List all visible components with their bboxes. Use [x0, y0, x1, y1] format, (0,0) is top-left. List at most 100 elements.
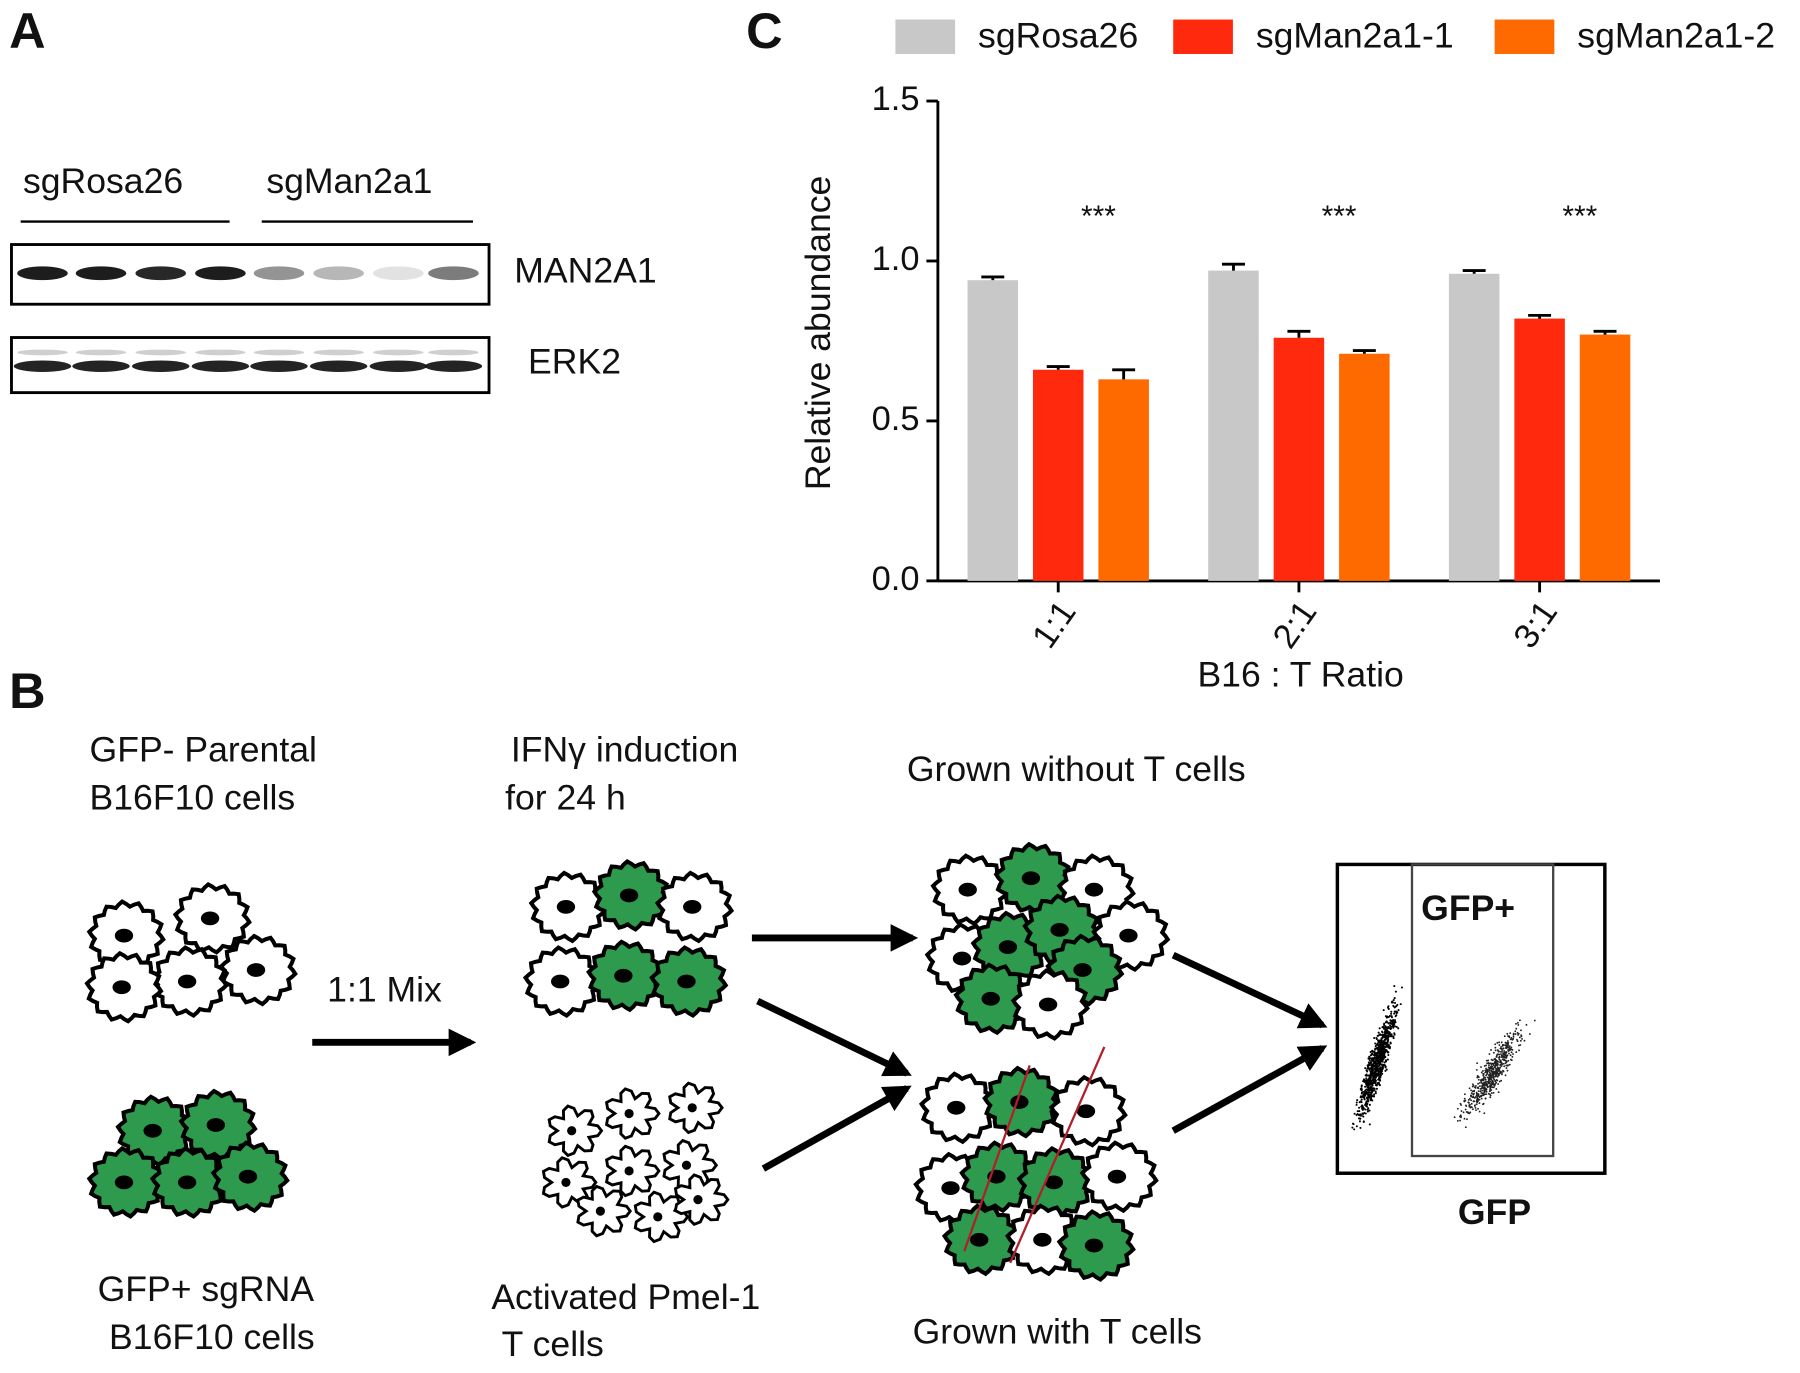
dot [1508, 1052, 1510, 1055]
dot [1371, 1063, 1374, 1066]
dot [1515, 1022, 1517, 1025]
dot [1490, 1089, 1493, 1091]
dot [1459, 1119, 1462, 1122]
nucleus [177, 974, 197, 989]
bar [1579, 334, 1631, 581]
dot [1377, 1046, 1380, 1049]
dot [1474, 1104, 1476, 1107]
flow-dots [1351, 985, 1536, 1131]
dot [1399, 1003, 1402, 1006]
dot [1360, 1098, 1363, 1101]
dot [1378, 1060, 1381, 1063]
dot [1494, 1079, 1497, 1082]
arrows [312, 924, 1328, 1172]
dot [1489, 1096, 1492, 1099]
dot [1366, 1070, 1369, 1073]
nucleus [246, 963, 266, 977]
dot [1480, 1071, 1483, 1074]
dot [1499, 1070, 1502, 1073]
dot [1380, 1060, 1383, 1063]
dot [1397, 1009, 1400, 1012]
dot [1491, 1070, 1494, 1073]
dot [1489, 1094, 1492, 1097]
dot [1512, 1035, 1515, 1038]
dot [1463, 1117, 1466, 1120]
nucleus [1084, 882, 1104, 897]
dot [1364, 1094, 1367, 1097]
dot [1510, 1046, 1513, 1049]
dot [1472, 1096, 1475, 1099]
dot [1365, 1088, 1368, 1091]
dot [1482, 1084, 1485, 1087]
dot [1358, 1106, 1361, 1109]
dot [1353, 1128, 1356, 1131]
dot [1358, 1120, 1361, 1123]
nucleus [687, 1103, 697, 1113]
dot [1489, 1084, 1492, 1087]
dot [1518, 1036, 1521, 1039]
dot [1481, 1084, 1484, 1087]
dot [1499, 1060, 1502, 1063]
dot [1360, 1084, 1363, 1087]
dot [1502, 1062, 1505, 1065]
dot [1390, 1012, 1393, 1015]
label: GFP- Parental [90, 729, 317, 769]
dot [1352, 1122, 1355, 1125]
dot [1487, 1070, 1490, 1072]
dot [1495, 1070, 1498, 1073]
dot [1473, 1086, 1476, 1089]
dot [1397, 1027, 1400, 1030]
dot [1491, 1072, 1494, 1075]
dot [1490, 1092, 1493, 1095]
dot [1484, 1078, 1487, 1081]
dot [1491, 1073, 1494, 1076]
dot [1369, 1070, 1372, 1073]
dot [1370, 1053, 1373, 1056]
dot [1386, 1051, 1390, 1054]
dot [1379, 1066, 1382, 1069]
nucleus [1076, 1104, 1096, 1119]
dot [1386, 1039, 1390, 1042]
dot [1460, 1104, 1463, 1106]
dot [1463, 1100, 1466, 1103]
dot [1396, 1003, 1399, 1006]
dot [1477, 1078, 1480, 1081]
dot [1384, 1042, 1387, 1046]
dot [1508, 1035, 1511, 1038]
dot [1510, 1037, 1513, 1039]
nucleus [206, 1118, 225, 1132]
legend-swatch [895, 19, 956, 54]
band [191, 360, 250, 372]
dot [1476, 1086, 1479, 1089]
y-tick-label: 1.5 [872, 80, 920, 118]
dot [1372, 1058, 1375, 1061]
dot [1505, 1047, 1508, 1049]
dot [1488, 1068, 1491, 1071]
dot [1368, 1068, 1371, 1071]
dot [1508, 1045, 1511, 1048]
nucleus [998, 940, 1018, 954]
dot [1362, 1094, 1365, 1097]
dot [1481, 1089, 1484, 1092]
label: B16F10 cells [109, 1317, 315, 1357]
legend-label: sgMan2a1-2 [1577, 15, 1775, 55]
dot [1469, 1111, 1472, 1114]
dot [1382, 1052, 1385, 1055]
dot [1374, 1042, 1377, 1045]
dot [1488, 1081, 1491, 1084]
annotation: *** [1562, 200, 1597, 233]
dot [1389, 1033, 1392, 1036]
dot [1381, 1040, 1384, 1043]
dot [1525, 1023, 1528, 1026]
x-axis-label: B16 : T Ratio [1197, 655, 1403, 695]
dot [1507, 1059, 1510, 1062]
dot [1393, 1012, 1396, 1015]
label: 1:1 Mix [327, 969, 442, 1009]
dot [1475, 1084, 1477, 1087]
nucleus [1084, 1238, 1104, 1253]
dot [1374, 1048, 1377, 1051]
dot [1377, 1031, 1380, 1034]
dot [1497, 1050, 1500, 1053]
nucleus [238, 1169, 258, 1184]
dot [1386, 1037, 1389, 1040]
